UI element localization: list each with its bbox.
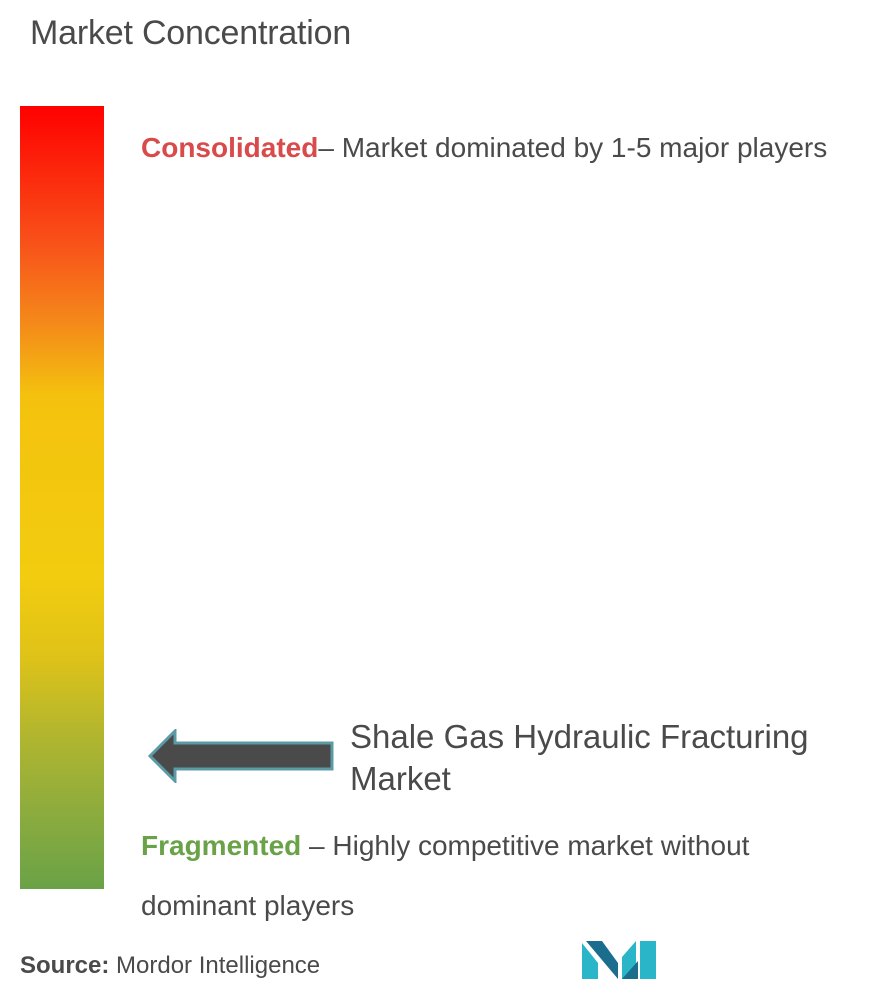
fragmented-description: Fragmented – Highly competitive market w… xyxy=(141,816,861,936)
page-title: Market Concentration xyxy=(30,14,352,52)
consolidated-description: Consolidated– Market dominated by 1-5 ma… xyxy=(141,118,841,178)
source-line: Source: Mordor Intelligence xyxy=(20,952,320,980)
left-arrow-icon xyxy=(148,729,334,783)
concentration-gradient-bar xyxy=(20,106,104,889)
market-label: Shale Gas Hydraulic Fracturing Market xyxy=(350,718,809,797)
consolidated-term: Consolidated xyxy=(141,132,319,163)
source-label: Source: xyxy=(20,952,110,979)
consolidated-text: – Market dominated by 1-5 major players xyxy=(318,132,828,163)
mordor-intelligence-logo-icon xyxy=(582,941,656,979)
source-value: Mordor Intelligence xyxy=(109,952,321,979)
fragmented-text: – Highly competitive market without domi… xyxy=(141,830,750,921)
fragmented-term: Fragmented xyxy=(141,830,302,861)
